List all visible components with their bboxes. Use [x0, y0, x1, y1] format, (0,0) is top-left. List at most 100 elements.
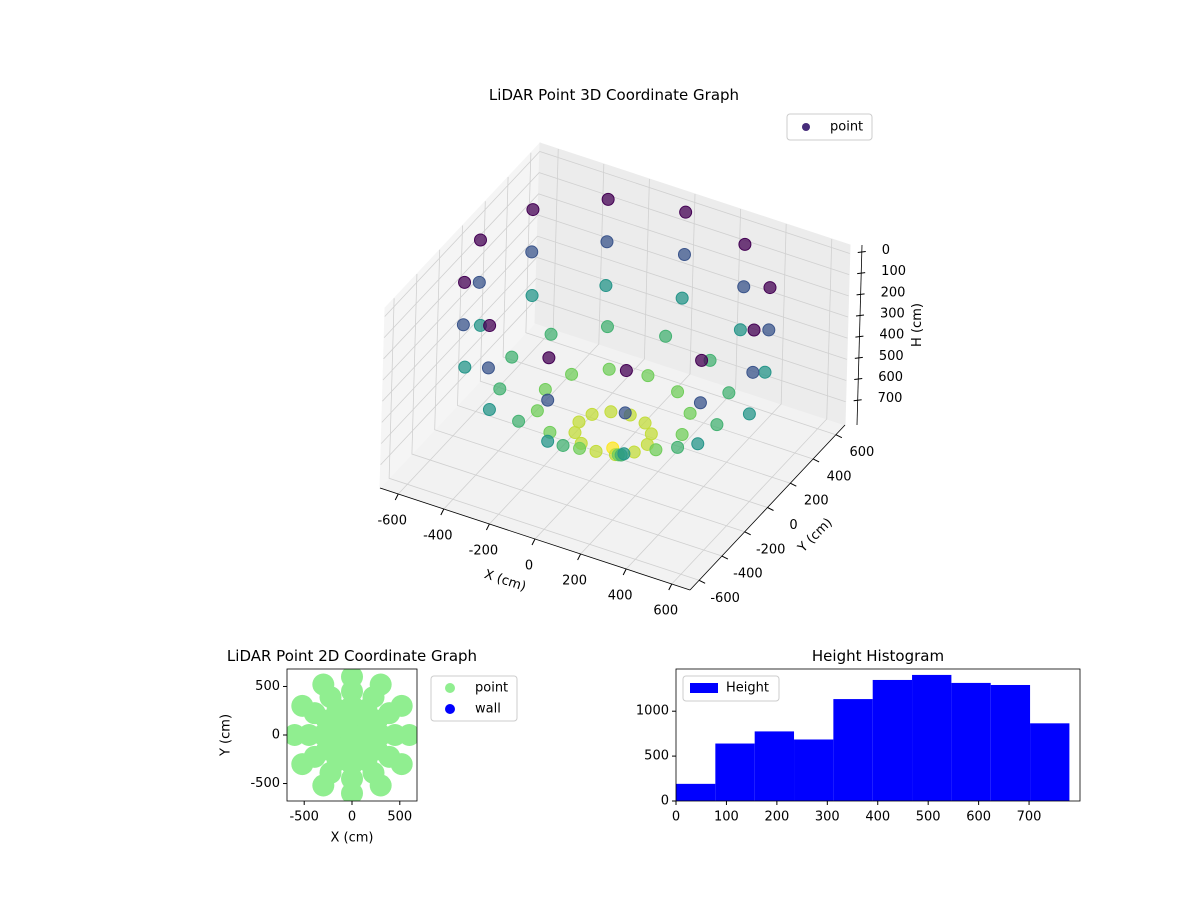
y-tick	[767, 507, 774, 511]
y-tick	[721, 555, 729, 560]
z-tick-label: 600	[878, 370, 903, 385]
z-tick-label: 400	[879, 328, 904, 343]
y-tick-label: -500	[250, 776, 280, 791]
point	[671, 385, 685, 399]
point	[641, 369, 655, 383]
x-tick	[485, 523, 490, 531]
point	[677, 248, 691, 262]
y-tick-label: -600	[710, 591, 740, 606]
x-tick-label: 500	[387, 810, 412, 825]
point	[483, 319, 497, 333]
y-tick	[744, 531, 751, 536]
point	[512, 414, 526, 428]
plot-area	[287, 669, 417, 801]
point	[693, 396, 707, 410]
point	[573, 441, 587, 455]
legend-label: point	[830, 120, 863, 135]
bar	[754, 731, 795, 801]
point	[763, 281, 777, 295]
point	[341, 724, 363, 746]
point	[541, 393, 555, 407]
x-tick-label: 200	[562, 574, 587, 589]
y-axis-line	[689, 424, 846, 591]
point	[600, 235, 614, 249]
z-tick-label: 200	[881, 285, 906, 300]
legend-marker	[690, 683, 718, 693]
point	[742, 407, 756, 421]
point	[638, 416, 652, 430]
x-tick-label: -600	[377, 514, 407, 529]
point	[525, 289, 539, 303]
x-tick-label: -400	[423, 529, 453, 544]
grid-line	[534, 193, 696, 540]
grid-line	[580, 208, 741, 555]
y-tick-label: 1000	[636, 704, 669, 719]
bar	[990, 684, 1031, 801]
point	[493, 382, 507, 396]
chart-title: Height Histogram	[812, 647, 944, 665]
legend-box	[430, 675, 518, 722]
point	[618, 406, 632, 420]
z-tick-label: 500	[879, 349, 904, 364]
grid-line	[625, 223, 787, 570]
legend-box	[786, 113, 873, 141]
legend-label: wall	[475, 702, 501, 717]
point	[541, 434, 555, 448]
point	[617, 447, 631, 461]
grid-line	[434, 249, 745, 533]
point	[675, 428, 689, 442]
point	[695, 353, 709, 367]
point	[599, 279, 613, 293]
point	[738, 237, 752, 251]
x-tick-label: 600	[653, 604, 678, 619]
legend-marker	[445, 683, 455, 693]
point	[733, 323, 747, 337]
point	[679, 205, 693, 219]
point	[589, 444, 603, 458]
point	[602, 362, 616, 376]
z-tick-label: 0	[882, 243, 890, 258]
chart-title: LiDAR Point 3D Coordinate Graph	[489, 86, 739, 104]
x-axis-line	[379, 487, 691, 591]
y-tick-label: 500	[255, 679, 280, 694]
x-tick-label: 100	[714, 810, 739, 825]
point	[474, 233, 487, 247]
grid-line	[384, 151, 850, 317]
grid-line	[383, 193, 849, 360]
grid-line	[479, 201, 791, 484]
grid-line	[489, 178, 650, 525]
y-axis-label: Y (cm)	[219, 714, 234, 757]
point	[762, 323, 776, 337]
point	[675, 291, 689, 305]
z-tick-label: 100	[881, 264, 906, 279]
point	[746, 365, 760, 379]
x-tick-label: 700	[1017, 810, 1042, 825]
grid-line	[443, 163, 605, 510]
x-tick	[577, 553, 582, 561]
x-tick	[440, 508, 445, 516]
point	[710, 418, 724, 432]
bar	[833, 699, 873, 801]
legend-box	[682, 675, 780, 702]
point	[565, 367, 579, 381]
point	[691, 437, 705, 451]
y-tick-label: -200	[756, 542, 786, 557]
grid-line	[502, 176, 814, 460]
point	[482, 403, 496, 417]
x-tick-label: 200	[764, 810, 789, 825]
y-tick	[790, 482, 797, 487]
y-tick-label: -400	[733, 567, 763, 582]
z-axis-line	[856, 244, 863, 426]
x-tick-label: 600	[966, 810, 991, 825]
legend-marker	[802, 123, 810, 131]
x-tick-label: 500	[916, 810, 941, 825]
bar	[794, 739, 834, 801]
point	[585, 407, 599, 421]
bar	[1030, 723, 1070, 801]
z-axis-label: H (cm)	[910, 303, 925, 347]
point	[619, 364, 633, 378]
x-tick	[668, 583, 673, 591]
y-tick	[698, 579, 706, 584]
z-tick-label: 700	[878, 391, 903, 406]
